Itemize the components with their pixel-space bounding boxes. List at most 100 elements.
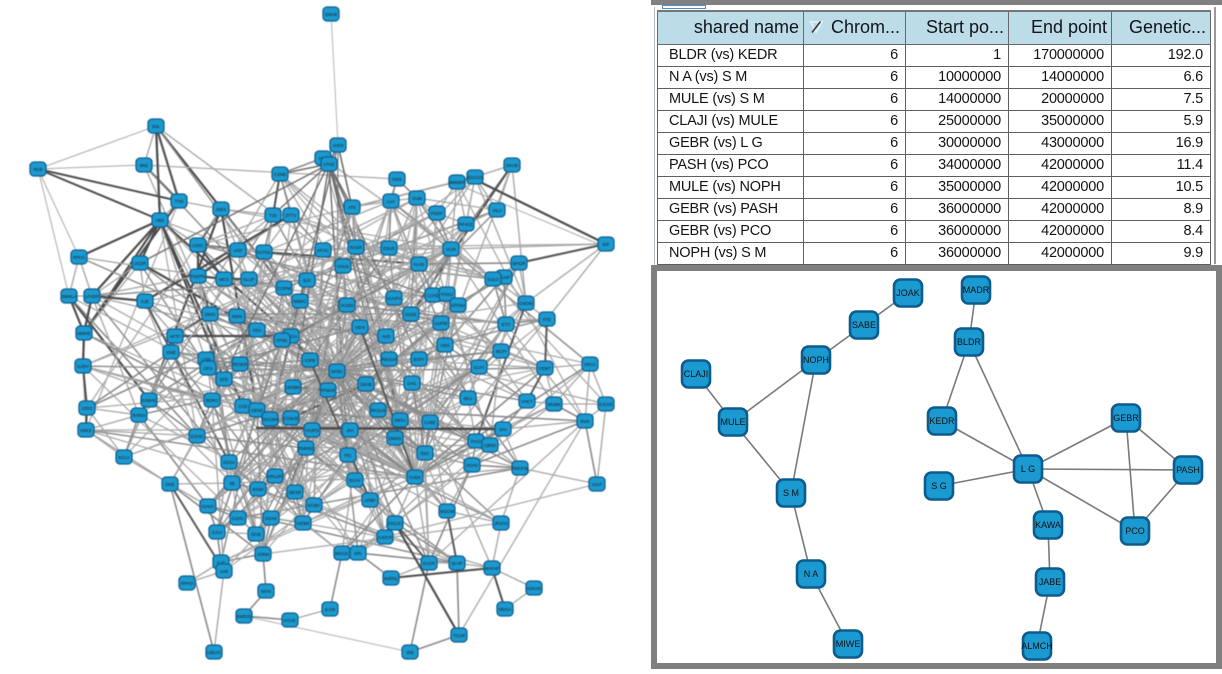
svg-text:LCHD: LCHD [427,293,438,298]
svg-text:BOFF: BOFF [413,357,425,362]
svg-text:VHJPS: VHJPS [305,428,319,433]
svg-text:PASH: PASH [1176,465,1200,475]
svg-text:DHD: DHD [165,482,174,487]
svg-text:GJE: GJE [141,299,149,304]
svg-text:PPJCE: PPJCE [459,222,473,227]
svg-text:JORW: JORW [257,552,269,557]
svg-text:WMHE: WMHE [77,331,90,336]
svg-text:MCPI: MCPI [496,349,506,354]
svg-text:TTM: TTM [175,199,184,204]
svg-text:BLDR: BLDR [957,337,982,347]
svg-text:EOHD: EOHD [191,434,203,439]
svg-text:KCLA: KCLA [119,455,130,460]
svg-text:HGHV: HGHV [466,463,478,468]
svg-text:BDRO: BDRO [206,398,219,403]
svg-text:BUVV: BUVV [349,478,361,483]
svg-text:S G: S G [931,481,947,491]
svg-text:GJVJ: GJVJ [212,530,222,535]
svg-text:ETO: ETO [502,322,511,327]
svg-text:JABE: JABE [1039,577,1062,587]
svg-text:RGB: RGB [33,167,42,172]
svg-text:RSC: RSC [421,451,430,456]
svg-text:UUPW: UUPW [435,321,448,326]
svg-text:WUMK: WUMK [547,402,560,407]
svg-text:VAV: VAV [499,427,507,432]
svg-text:LBEAC: LBEAC [207,650,221,655]
svg-text:AVD: AVD [382,334,390,339]
svg-text:RRTA: RRTA [394,418,405,423]
svg-text:DLHP: DLHP [451,561,462,566]
svg-text:RWJUH: RWJUH [381,357,396,362]
svg-text:DTTV: DTTV [286,213,297,218]
svg-text:MMMDP: MMMDP [449,180,465,185]
svg-text:CUEK: CUEK [409,475,421,480]
svg-text:NNC: NNC [139,163,148,168]
svg-text:KLUP: KLUP [244,277,255,282]
svg-text:RHRIS: RHRIS [132,413,145,418]
svg-text:RPHO: RPHO [181,581,194,586]
svg-text:NGGA: NGGA [285,334,298,339]
svg-text:VMS: VMS [440,343,449,348]
svg-text:EJUVE: EJUVE [599,402,613,407]
svg-text:LAAIP: LAAIP [498,275,510,280]
svg-text:ILCM: ILCM [325,607,336,612]
svg-text:KIP: KIP [603,242,610,247]
svg-text:ISNE: ISNE [166,350,176,355]
svg-text:RESER: RESER [233,362,247,367]
svg-text:MAFAP: MAFAP [485,566,499,571]
svg-text:PIAO: PIAO [471,439,482,444]
svg-text:N A: N A [804,569,819,579]
svg-text:DSBHG: DSBHG [142,398,157,403]
svg-text:GUM: GUM [412,196,422,201]
svg-text:GULO: GULO [487,277,500,282]
svg-text:UUAPV: UUAPV [387,296,402,301]
svg-text:MULE: MULE [720,417,745,427]
svg-text:CEMT: CEMT [539,366,551,371]
svg-text:MIWE: MIWE [836,639,861,649]
svg-text:KDKAK: KDKAK [527,586,541,591]
svg-text:MHGR: MHGR [513,261,526,266]
svg-text:UDSBK: UDSBK [286,385,301,390]
svg-text:ILAI: ILAI [217,560,224,565]
svg-text:ERI: ERI [355,551,362,556]
svg-text:TJS: TJS [269,213,277,218]
svg-text:DKUB: DKUB [506,163,518,168]
svg-text:JRJOO: JRJOO [494,521,508,526]
svg-text:NOPH: NOPH [803,355,829,365]
svg-text:IIB: IIB [229,481,234,486]
svg-text:CABE: CABE [424,420,436,425]
svg-text:RMKNG: RMKNG [298,446,314,451]
svg-text:GPFNV: GPFNV [451,303,466,308]
svg-text:WCS: WCS [219,277,229,282]
svg-text:AJOCR: AJOCR [378,535,392,540]
svg-text:KCIBF: KCIBF [308,503,321,508]
svg-text:MMPC: MMPC [294,299,307,304]
svg-text:IUEBR: IUEBR [297,521,310,526]
svg-text:CMOM: CMOM [519,301,533,306]
svg-text:LDSC: LDSC [192,243,203,248]
svg-text:BGCGO: BGCGO [467,175,483,180]
svg-text:MDGA: MDGA [499,607,512,612]
svg-text:GLFA: GLFA [474,365,485,370]
svg-text:AAR: AAR [220,569,229,574]
svg-text:GEBR: GEBR [1113,413,1139,423]
svg-text:HFHC: HFHC [317,248,329,253]
svg-text:SDL: SDL [152,124,161,129]
svg-text:MADR: MADR [963,285,990,295]
svg-text:EMVB: EMVB [325,12,337,17]
svg-text:CLAJI: CLAJI [684,369,709,379]
svg-text:IMGGC: IMGGC [335,551,349,556]
svg-text:LFUDP: LFUDP [85,294,99,299]
svg-text:OEND: OEND [251,408,263,413]
svg-text:OKCWH: OKCWH [262,417,278,422]
svg-text:KEDR: KEDR [929,416,955,426]
svg-text:VJPB: VJPB [305,358,316,363]
svg-text:OFU: OFU [204,366,213,371]
svg-text:ATE: ATE [348,205,356,210]
svg-text:ALMCH: ALMCH [1021,641,1053,651]
svg-text:CCIPW: CCIPW [277,286,291,291]
svg-text:EUVR: EUVR [423,561,435,566]
svg-text:PFWHF: PFWHF [321,388,336,393]
svg-text:OAIL: OAIL [407,381,417,386]
svg-text:UGP: UGP [233,248,242,253]
